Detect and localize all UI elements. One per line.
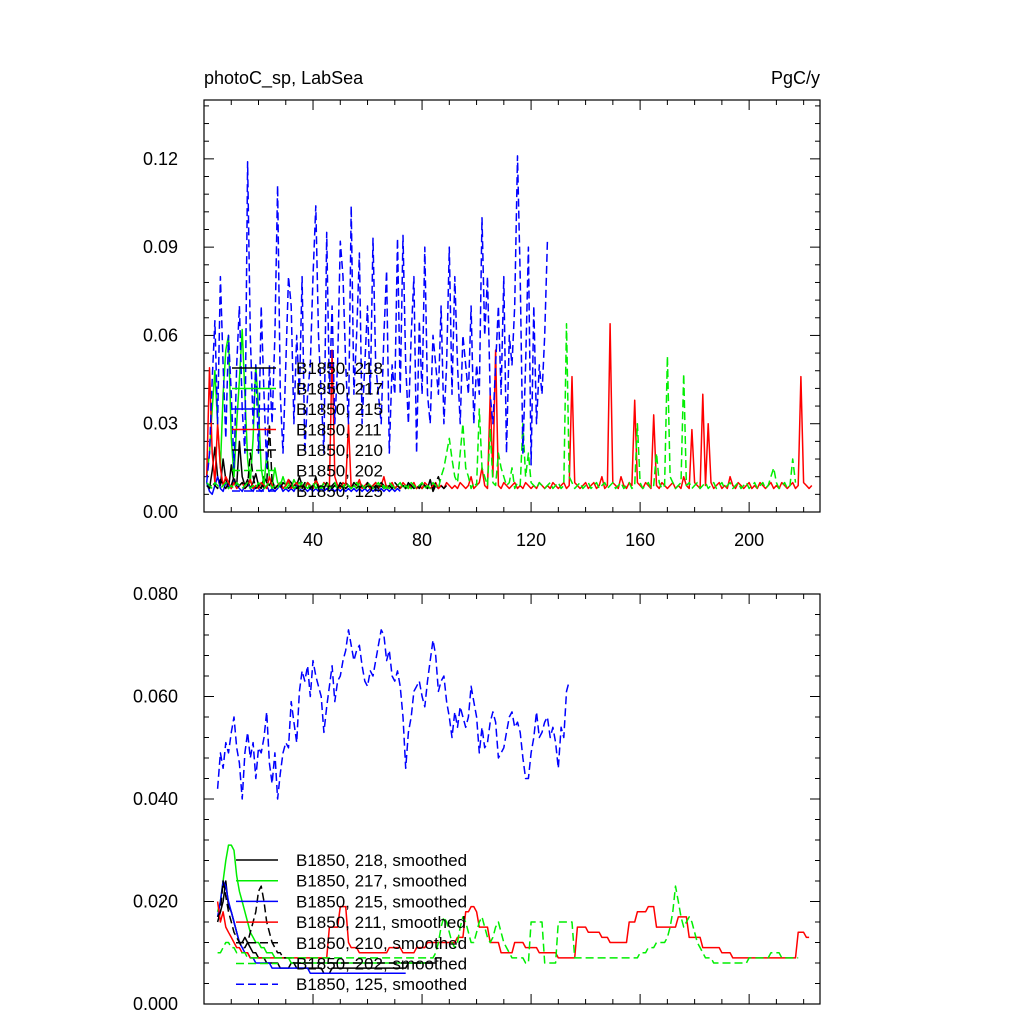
y-tick-label: 0.020 — [133, 892, 178, 912]
series-b1850-202-line — [206, 322, 797, 490]
legend-b1850-217-label: B1850, 217 — [296, 380, 383, 399]
y-tick-label: 0.00 — [143, 502, 178, 522]
y-tick-label: 0.000 — [133, 994, 178, 1014]
legend-b1850-125-label: B1850, 125 — [296, 482, 383, 501]
x-tick-label: 120 — [516, 530, 546, 550]
top-panel-units: PgC/y — [771, 68, 820, 88]
top-panel-axes: 40 80 120 160 200 0.00 0.03 0.06 0.09 0.12 — [143, 100, 820, 550]
legend-b1850-125-smoothed-label: B1850, 125, smoothed — [296, 975, 467, 994]
series-b1850-202-smoothed-line — [217, 885, 799, 964]
x-tick-label: 200 — [734, 530, 764, 550]
legend-b1850-215-label: B1850, 215 — [296, 400, 383, 419]
legend-b1850-210-smoothed-label: B1850, 210, smoothed — [296, 934, 467, 953]
top-panel-series — [205, 155, 813, 496]
legend-b1850-218-smoothed-label: B1850, 218, smoothed — [296, 851, 467, 870]
bottom-panel-axes: 0.000 0.020 0.040 0.060 0.080 — [133, 584, 820, 1014]
y-tick-label: 0.06 — [143, 325, 178, 345]
series-b1850-125-line — [205, 155, 549, 483]
top-panel: photoC_sp, LabSea PgC/y 40 80 120 160 200 0.0… — [143, 68, 821, 550]
legend-b1850-202-smoothed-label: B1850, 202, smoothed — [296, 955, 467, 974]
legend-b1850-202-label: B1850, 202 — [296, 462, 383, 481]
series-b1850-211-line — [205, 322, 813, 490]
legend-b1850-218-label: B1850, 218 — [296, 359, 383, 378]
legend-b1850-215-smoothed-label: B1850, 215, smoothed — [296, 892, 467, 911]
series-b1850-210-smoothed-line — [216, 880, 444, 964]
bottom-panel-series — [216, 629, 810, 975]
top-panel-frame — [203, 99, 821, 513]
legend-b1850-211-smoothed-label: B1850, 211, smoothed — [296, 913, 466, 932]
legend-b1850-211-label: B1850, 211 — [296, 421, 382, 440]
y-tick-label: 0.12 — [143, 149, 178, 169]
y-tick-label: 0.060 — [133, 687, 178, 707]
series-b1850-125-smoothed-line — [216, 629, 570, 800]
x-tick-label: 80 — [412, 530, 432, 550]
x-tick-label: 160 — [625, 530, 655, 550]
legend-b1850-210-label: B1850, 210 — [296, 441, 383, 460]
legend-b1850-217-smoothed-label: B1850, 217, smoothed — [296, 872, 467, 891]
bottom-panel-frame — [203, 593, 821, 1005]
y-tick-label: 0.03 — [143, 414, 178, 434]
bottom-panel: 0.000 0.020 0.040 0.060 0.080 B1850, 218, sm… — [133, 584, 821, 1014]
y-tick-label: 0.080 — [133, 584, 178, 604]
bottom-panel-legend: B1850, 218, smoothed B1850, 217, smoothed… — [236, 851, 467, 994]
top-panel-title: photoC_sp, LabSea — [204, 68, 364, 89]
y-tick-label: 0.09 — [143, 237, 178, 257]
series-b1850-215-line — [205, 475, 401, 496]
x-tick-label: 40 — [303, 530, 323, 550]
y-tick-label: 0.040 — [133, 789, 178, 809]
